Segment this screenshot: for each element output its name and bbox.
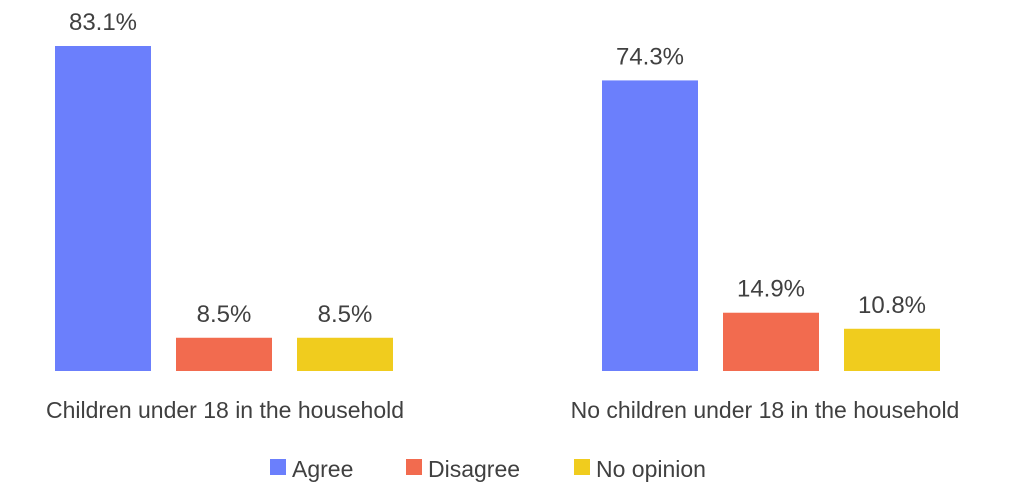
value-labels-group: 83.1% 8.5% 8.5% 74.3% 14.9% 10.8% — [69, 9, 926, 328]
legend-item-no-opinion: No opinion — [574, 456, 706, 482]
data-label-agree: 83.1% — [69, 9, 137, 36]
category-label: Children under 18 in the household — [46, 397, 404, 423]
legend-item-agree: Agree — [270, 456, 353, 482]
bar-disagree — [723, 312, 819, 371]
bar-disagree — [176, 337, 272, 371]
legend: Agree Disagree No opinion — [270, 456, 706, 482]
data-label-no-opinion: 10.8% — [858, 292, 926, 319]
bar-agree — [55, 46, 151, 371]
bar-agree — [602, 80, 698, 371]
bar-no-opinion — [297, 337, 393, 371]
data-label-no-opinion: 8.5% — [318, 301, 373, 328]
data-label-disagree: 8.5% — [197, 301, 252, 328]
bar-no-opinion — [844, 328, 940, 371]
category-label: No children under 18 in the household — [571, 397, 960, 423]
category-labels-group: Children under 18 in the household No ch… — [46, 397, 959, 423]
legend-swatch-agree — [270, 459, 286, 475]
legend-swatch-no-opinion — [574, 459, 590, 475]
data-label-disagree: 14.9% — [737, 276, 805, 303]
legend-label-no-opinion: No opinion — [596, 456, 706, 482]
legend-swatch-disagree — [406, 459, 422, 475]
data-label-agree: 74.3% — [616, 43, 684, 70]
legend-label-agree: Agree — [292, 456, 353, 482]
legend-item-disagree: Disagree — [406, 456, 520, 482]
bars-group — [55, 46, 940, 371]
legend-label-disagree: Disagree — [428, 456, 520, 482]
